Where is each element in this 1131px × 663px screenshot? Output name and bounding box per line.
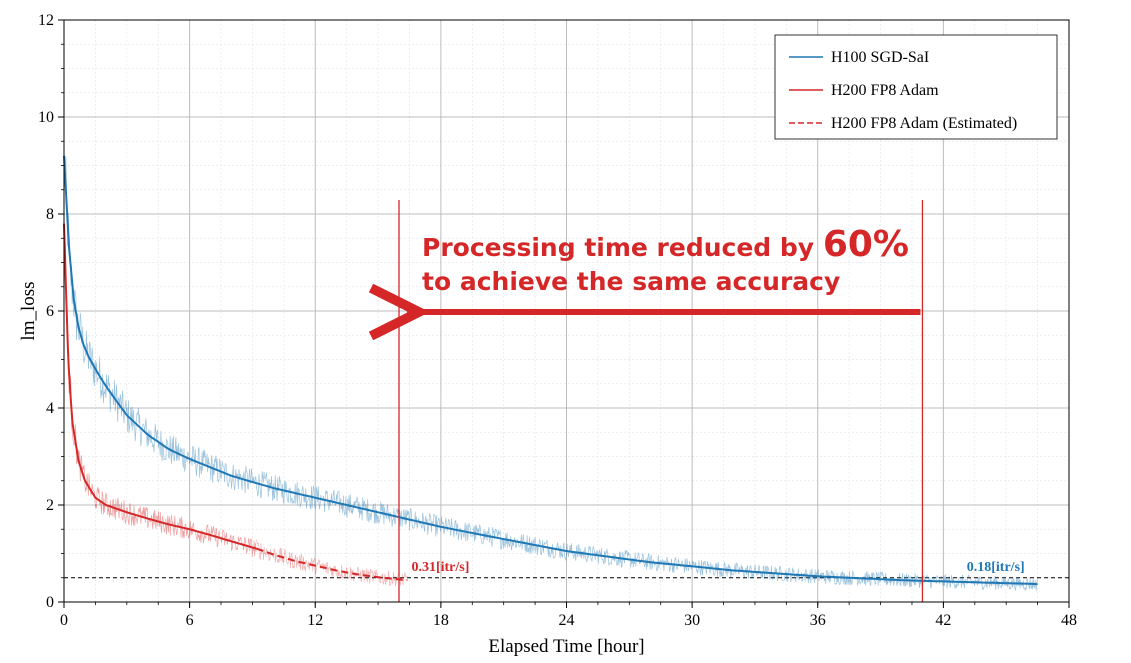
x-tick-label: 48 — [1061, 612, 1077, 629]
y-tick-label: 4 — [46, 400, 54, 417]
annotation: Processing time reduced by 60%to achieve… — [407, 224, 1025, 575]
y-tick-label: 10 — [38, 109, 54, 126]
legend-label: H200 FP8 Adam — [831, 82, 939, 99]
x-tick-label: 6 — [186, 612, 194, 629]
legend-label: H200 FP8 Adam (Estimated) — [831, 115, 1017, 132]
series-line-2 — [256, 547, 408, 582]
x-tick-label: 30 — [684, 612, 700, 629]
x-tick-label: 0 — [60, 612, 68, 629]
y-tick-label: 0 — [46, 594, 54, 611]
x-tick-label: 24 — [559, 612, 575, 629]
x-tick-label: 42 — [935, 612, 951, 629]
series-layer — [63, 144, 1069, 591]
annotation-prefix: Processing time reduced by — [422, 233, 823, 262]
legend: H100 SGD-SaI H200 FP8 Adam H200 FP8 Adam (… — [774, 34, 1058, 140]
legend-label: H100 SGD-SaI — [831, 49, 929, 66]
annotation-line-2: to achieve the same accuracy — [422, 267, 840, 296]
x-axis-label: Elapsed Time [hour] — [488, 636, 644, 657]
x-tick-label: 18 — [433, 612, 449, 629]
series-line-0 — [63, 155, 1038, 586]
y-tick-label: 2 — [46, 497, 54, 514]
series-noise-band — [63, 238, 257, 557]
y-tick-label: 8 — [46, 206, 54, 223]
series-line-1 — [63, 223, 257, 550]
legend-box — [774, 34, 1058, 140]
y-tick-label: 12 — [38, 12, 54, 29]
x-tick-label: 12 — [307, 612, 323, 629]
rate-label: 0.31[itr/s] — [411, 560, 469, 575]
y-tick-label: 6 — [46, 303, 54, 320]
annotation-highlight: 60% — [823, 224, 909, 265]
annotation-line-1: Processing time reduced by 60% — [422, 224, 909, 265]
rate-label: 0.18[itr/s] — [967, 560, 1025, 575]
x-tick-label: 36 — [810, 612, 826, 629]
marker-layer — [398, 200, 924, 602]
series-noise-band — [63, 144, 1038, 591]
series-noise-band — [256, 539, 408, 587]
y-axis-label: lm_loss — [18, 281, 39, 340]
